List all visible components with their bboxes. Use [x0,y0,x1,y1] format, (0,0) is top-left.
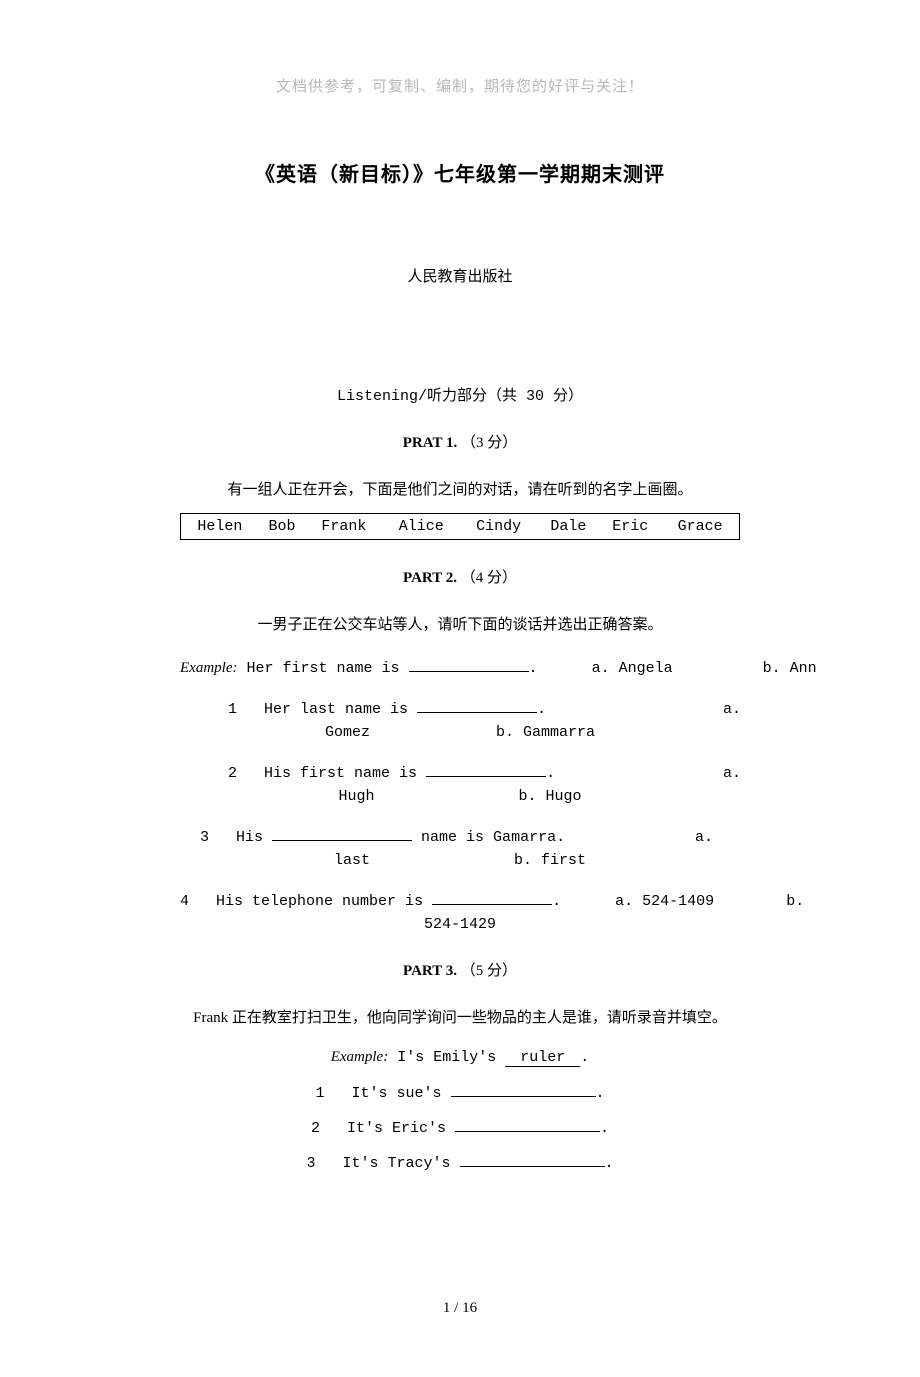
example-text: Her first name is [247,660,409,677]
part2-points: （4 分） [461,570,517,586]
opt-a: last [334,852,370,869]
item-num: 3 [306,1155,315,1172]
period: . [537,701,546,718]
opt-b-label: b. [786,893,804,910]
opt-a: Hugh [338,788,374,805]
name-cell: Eric [599,514,661,540]
part3-item-1: 1 It's sue's . [0,1085,920,1102]
opt-b: b. Hugo [519,788,582,805]
opt-a-label: a. [723,765,763,782]
blank [409,671,529,672]
spacer [379,724,487,741]
part3-item-3: 3 It's Tracy's . [0,1155,920,1172]
period: . [596,1085,605,1102]
q-num: 4 [180,893,189,910]
part1-points: （3 分） [461,435,517,451]
blank [432,904,552,905]
period: . [529,660,583,677]
item-text: It's Eric's [347,1120,455,1137]
blank [460,1166,605,1167]
part1-label: PRAT 1. [403,435,457,451]
part1-instruction: 有一组人正在开会，下面是他们之间的对话，请在听到的名字上画圈。 [0,478,920,499]
item-text: It's Tracy's [342,1155,459,1172]
name-cell: Bob [259,514,305,540]
part1-header: PRAT 1. （3 分） [0,431,920,452]
q-text: His telephone number is [216,893,432,910]
part3-header: PART 3. （5 分） [0,959,920,980]
part2-q3: 3 His name is Gamarra. a. last b. first [0,829,920,869]
blank [451,1096,596,1097]
example-label: Example: [180,660,237,676]
name-cell: Helen [181,514,259,540]
q-num: 1 [228,701,237,718]
part2-example: Example: Her first name is . a. Angela b… [0,660,920,677]
opt-b: b. first [514,852,586,869]
opt-b: b. Gammarra [496,724,595,741]
name-cell: Alice [383,514,460,540]
spacer [723,893,777,910]
period: . [546,765,555,782]
blank [426,776,546,777]
publisher: 人民教育出版社 [0,265,920,286]
opt-a: a. 524-1409 [615,893,714,910]
example-text: I's Emily's [397,1049,505,1066]
example-opt-b: b. Ann [763,660,817,677]
opt-a-label: a. [695,829,735,846]
q-text: His first name is [264,765,426,782]
spacer [682,660,754,677]
name-cell: Grace [661,514,739,540]
item-num: 1 [315,1085,324,1102]
header-note: 文档供参考，可复制、编制，期待您的好评与关注！ [0,75,920,96]
part3-points: （5 分） [461,963,517,979]
opt-b: 524-1429 [424,916,496,933]
blank [417,712,537,713]
name-cell: Dale [537,514,599,540]
blank [272,840,412,841]
example-label: Example: [331,1049,388,1065]
opt-a: Gomez [325,724,370,741]
period: . [552,893,606,910]
q-text1: His [236,829,272,846]
part3-example: Example: I's Emily's ruler. [0,1049,920,1067]
example-opt-a: a. Angela [592,660,673,677]
item-num: 2 [311,1120,320,1137]
period: . [605,1155,614,1172]
part2-q1: 1 Her last name is . a. Gomez b. Gammarr… [0,701,920,741]
opt-a-label: a. [723,701,763,718]
spacer [383,788,509,805]
example-answer: ruler [505,1049,580,1067]
q-num: 2 [228,765,237,782]
blank [455,1131,600,1132]
q-text: Her last name is [264,701,417,718]
spacer [379,852,505,869]
period: . [600,1120,609,1137]
part2-header: PART 2. （4 分） [0,566,920,587]
part3-items: Example: I's Emily's ruler. 1 It's sue's… [0,1049,920,1172]
name-cell: Frank [305,514,382,540]
q-num: 3 [200,829,209,846]
names-table: Helen Bob Frank Alice Cindy Dale Eric Gr… [180,513,740,540]
part2-label: PART 2. [403,570,457,586]
part2-q4: 4 His telephone number is . a. 524-1409 … [0,893,920,933]
part2-instruction: 一男子正在公交车站等人，请听下面的谈话并选出正确答案。 [0,613,920,634]
name-cell: Cindy [460,514,537,540]
item-text: It's sue's [351,1085,450,1102]
page-number: 1 / 16 [0,1300,920,1317]
listening-header: Listening/听力部分（共 30 分） [0,384,920,405]
part3-label: PART 3. [403,963,457,979]
q-text2: name is Gamarra. [412,829,565,846]
part3-item-2: 2 It's Eric's . [0,1120,920,1137]
period: . [580,1049,589,1066]
part2-q2: 2 His first name is . a. Hugh b. Hugo [0,765,920,805]
document-title: 《英语（新目标）》七年级第一学期期末测评 [0,158,920,187]
part3-instruction: Frank 正在教室打扫卫生，他向同学询问一些物品的主人是谁，请听录音并填空。 [0,1006,920,1027]
